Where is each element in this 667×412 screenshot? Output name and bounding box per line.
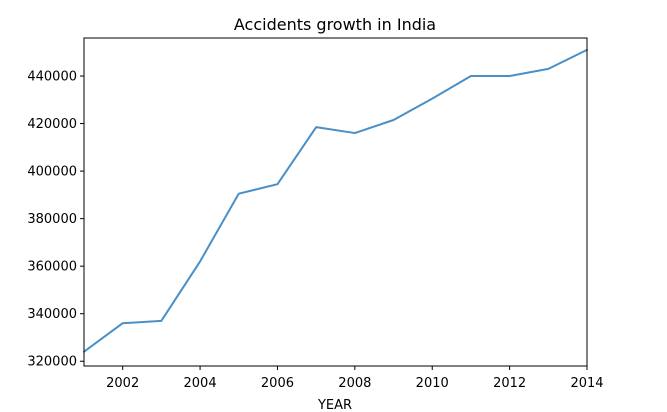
plot-frame	[83, 37, 588, 367]
x-tick-label: 2012	[493, 376, 526, 391]
y-tick-label: 380000	[27, 212, 77, 227]
x-tick-label: 2004	[184, 376, 217, 391]
data-point	[508, 75, 511, 78]
data-point	[392, 119, 395, 122]
series-layer	[83, 48, 588, 353]
data-point	[547, 67, 550, 70]
x-tick-label: 2002	[106, 376, 139, 391]
x-tick-label: 2010	[416, 376, 449, 391]
data-point	[121, 322, 124, 325]
y-tick-label: 340000	[27, 307, 77, 322]
x-tick-label: 2006	[261, 376, 294, 391]
y-tick-label: 420000	[27, 117, 77, 132]
y-tick-label: 360000	[27, 260, 77, 275]
x-tick-label: 2008	[338, 376, 371, 391]
y-tick-label: 440000	[27, 70, 77, 85]
data-point	[431, 97, 434, 100]
data-point	[353, 132, 356, 135]
x-axis-label: YEAR	[317, 398, 352, 412]
data-point	[160, 319, 163, 322]
chart-title: Accidents growth in India	[234, 15, 436, 34]
y-tick-label: 320000	[27, 355, 77, 370]
y-axis: 320000 340000 360000 380000 400000 420000 4400…	[27, 70, 84, 370]
data-point	[469, 75, 472, 78]
y-tick-label: 400000	[27, 165, 77, 180]
x-axis: 2002 2004 2006 2008 2010 2012 2014	[106, 366, 604, 391]
x-tick-label: 2014	[570, 376, 603, 391]
data-point	[276, 183, 279, 186]
series-line	[83, 48, 588, 353]
data-point	[199, 260, 202, 263]
data-point	[237, 192, 240, 195]
data-point	[315, 126, 318, 129]
